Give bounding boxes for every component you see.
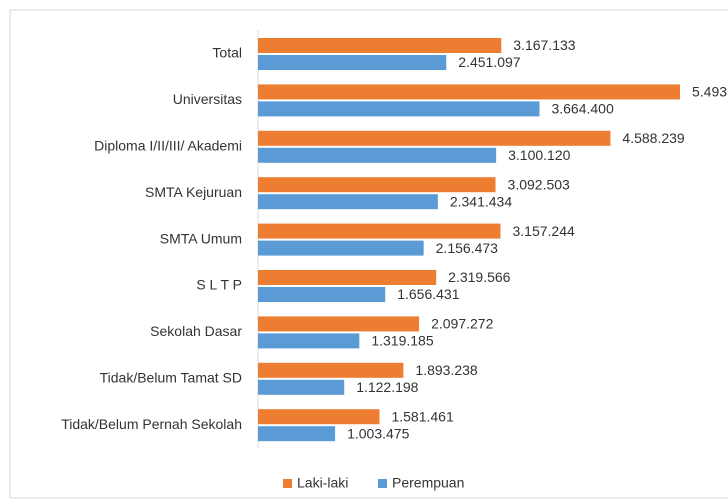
- bar: [258, 379, 345, 395]
- data-label: 2.097.272: [431, 316, 493, 332]
- bar: [258, 316, 420, 332]
- legend-label: Laki-laki: [297, 475, 348, 491]
- data-label: 3.100.120: [508, 147, 570, 163]
- data-label: 1.581.461: [391, 408, 453, 424]
- data-label: 2.319.566: [448, 269, 510, 285]
- y-tick-label: Tidak/Belum Tamat SD: [100, 370, 242, 386]
- data-label: 3.092.503: [508, 176, 570, 192]
- data-label: 3.167.133: [513, 37, 575, 53]
- data-label: 3.664.400: [551, 101, 613, 117]
- bar: [258, 38, 502, 53]
- bar: [258, 147, 497, 163]
- bar: [258, 55, 447, 70]
- y-tick-label: Diploma I/II/III/ Akademi: [94, 138, 242, 154]
- bar: [258, 333, 360, 349]
- data-label: 1.122.198: [356, 379, 418, 395]
- bar: [258, 130, 611, 146]
- bar: [258, 177, 496, 193]
- legend-swatch: [283, 479, 292, 488]
- legend-swatch: [378, 479, 387, 488]
- data-label: 1.003.475: [347, 425, 409, 441]
- data-label: 5.493.946: [692, 84, 728, 100]
- data-label: 3.157.244: [513, 223, 575, 239]
- data-label: 2.156.473: [436, 240, 498, 256]
- y-tick-label: Total: [212, 45, 242, 61]
- y-tick-label: SMTA Kejuruan: [145, 184, 242, 200]
- y-tick-label: Sekolah Dasar: [150, 323, 242, 339]
- data-label: 4.588.239: [622, 130, 684, 146]
- data-label: 2.451.097: [458, 54, 520, 70]
- data-label: 1.656.431: [397, 286, 459, 302]
- bar: [258, 194, 438, 210]
- y-tick-label: Universitas: [173, 91, 242, 107]
- legend-label: Perempuan: [392, 475, 464, 491]
- bar: [258, 362, 404, 378]
- y-tick-label: SMTA Umum: [160, 230, 242, 246]
- bar: [258, 287, 386, 302]
- y-tick-label: S L T P: [196, 277, 242, 293]
- data-label: 1.319.185: [371, 333, 433, 349]
- bar: [258, 223, 501, 239]
- bar: [258, 426, 336, 442]
- bar: [258, 240, 424, 256]
- bar: [258, 101, 540, 117]
- bar: [258, 84, 680, 100]
- bar: [258, 270, 437, 285]
- y-tick-label: Tidak/Belum Pernah Sekolah: [61, 416, 242, 432]
- bar: [258, 409, 380, 425]
- data-label: 1.893.238: [415, 362, 477, 378]
- chart-frame: [9, 9, 728, 499]
- data-label: 2.341.434: [450, 193, 512, 209]
